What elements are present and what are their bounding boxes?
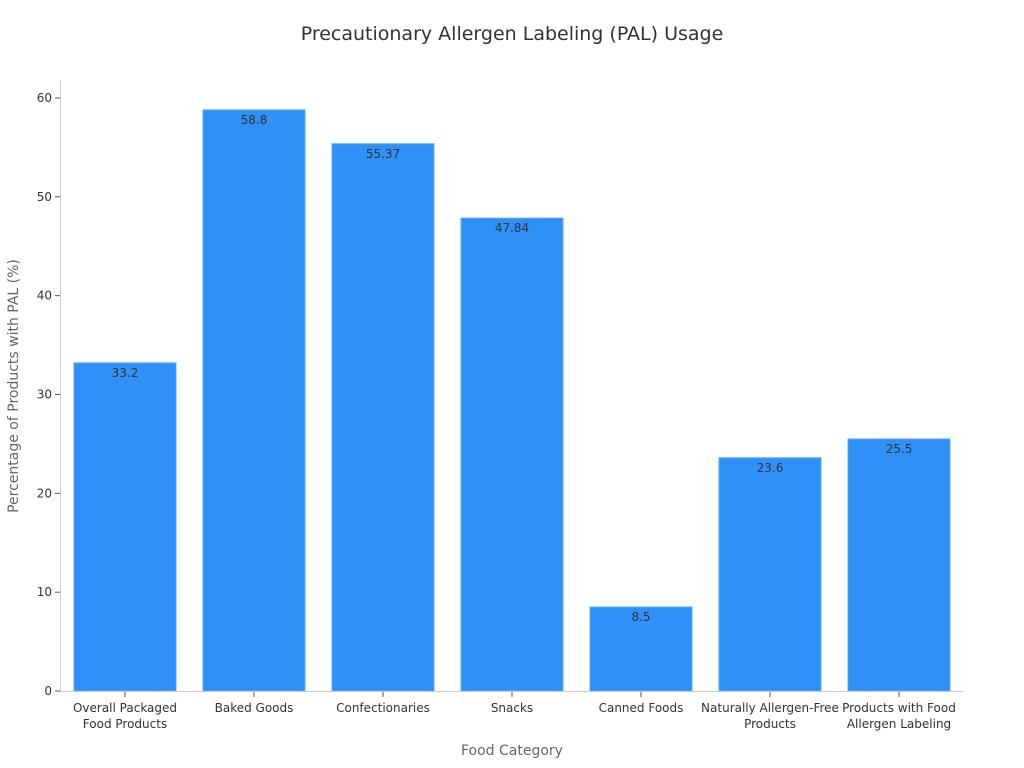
data-label: 58.8	[241, 113, 268, 127]
x-tick-label: Food Products	[83, 717, 167, 731]
bar	[589, 606, 693, 692]
x-tick-label: Naturally Allergen-Free	[701, 701, 839, 715]
y-tick-label: 50	[37, 190, 52, 204]
x-tick-label: Snacks	[491, 701, 533, 715]
y-tick-label: 60	[37, 91, 52, 105]
data-label: 33.2	[112, 366, 139, 380]
x-tick-label: Canned Foods	[599, 701, 684, 715]
chart-title: Precautionary Allergen Labeling (PAL) Us…	[301, 23, 724, 45]
bar	[202, 109, 306, 692]
y-tick-label: 30	[37, 388, 52, 402]
data-label: 8.5	[631, 610, 650, 624]
y-tick-label: 10	[37, 585, 52, 599]
y-tick-label: 20	[37, 486, 52, 500]
x-axis-label: Food Category	[461, 743, 563, 759]
y-axis-label: Percentage of Products with PAL (%)	[6, 259, 22, 513]
bar	[73, 362, 177, 692]
bar	[460, 217, 564, 692]
data-label: 25.5	[886, 442, 913, 456]
x-tick-label: Overall Packaged	[73, 701, 177, 715]
y-tick-label: 0	[44, 684, 52, 698]
x-tick-label: Allergen Labeling	[847, 717, 951, 731]
bar	[718, 457, 822, 692]
data-label: 23.6	[757, 461, 784, 475]
x-tick-label: Confectionaries	[336, 701, 430, 715]
bar	[847, 438, 951, 692]
x-tick-label: Baked Goods	[215, 701, 294, 715]
x-tick-label: Products	[744, 717, 796, 731]
data-label: 47.84	[495, 221, 529, 235]
x-tick-label: Products with Food	[842, 701, 956, 715]
data-label: 55.37	[366, 147, 400, 161]
y-tick-label: 40	[37, 289, 52, 303]
bar	[331, 143, 435, 692]
